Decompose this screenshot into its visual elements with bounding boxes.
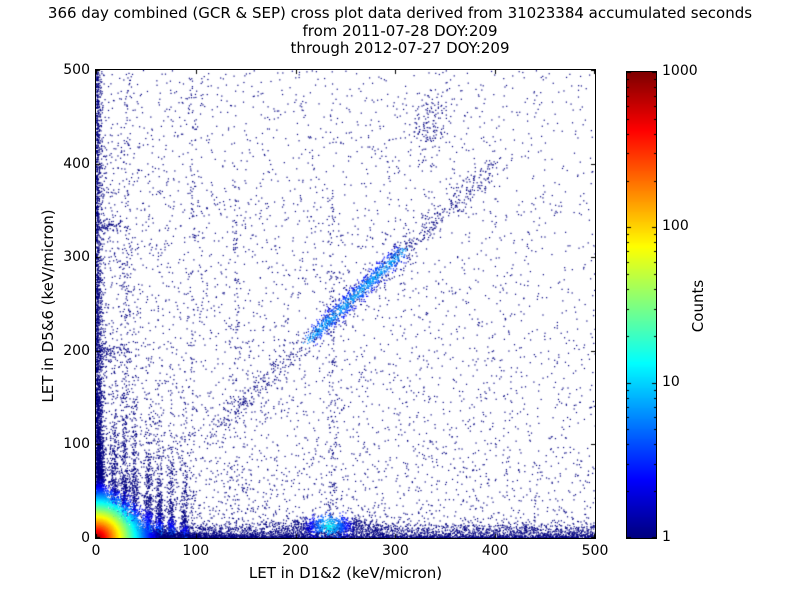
y-tick-label: 200 [63,342,90,359]
x-axis-label: LET in D1&2 (keV/micron) [248,564,443,582]
x-tick-label: 500 [581,543,609,559]
colorbar-tick-label: 100 [662,218,689,235]
x-tick-label: 200 [282,543,309,559]
y-tick-label: 300 [63,249,90,266]
colorbar-tick-label: 1000 [662,63,698,79]
x-tick-label: 0 [91,543,101,559]
colorbar [626,71,657,539]
y-tick-label: 500 [63,62,90,78]
plot-title-line-2: from 2011-07-28 DOY:209 [302,22,498,40]
colorbar-label: Counts [689,279,707,333]
colorbar-canvas [627,72,656,538]
x-tick-label: 100 [182,543,210,559]
plot-area [95,69,596,539]
plot-title-line-1: 366 day combined (GCR & SEP) cross plot … [47,4,753,22]
colorbar-tick-label: 10 [662,373,680,390]
y-tick-label: 400 [63,155,90,172]
colorbar-tick-label: 1 [662,529,671,545]
scatter-canvas [96,70,595,538]
x-axis-tick-labels: 0 100 200 300 400 500 [92,543,609,559]
y-axis-label: LET in D5&6 (keV/micron) [39,209,57,403]
x-tick-label: 300 [382,543,409,559]
y-tick-label: 0 [81,530,90,546]
y-axis-tick-labels: 0 100 200 300 400 500 [40,62,90,546]
x-tick-label: 400 [481,543,509,559]
colorbar-tick-labels: 1 10 100 1000 [662,63,710,545]
plot-title-line-3: through 2012-07-27 DOY:209 [290,39,510,57]
y-tick-label: 100 [63,436,90,453]
